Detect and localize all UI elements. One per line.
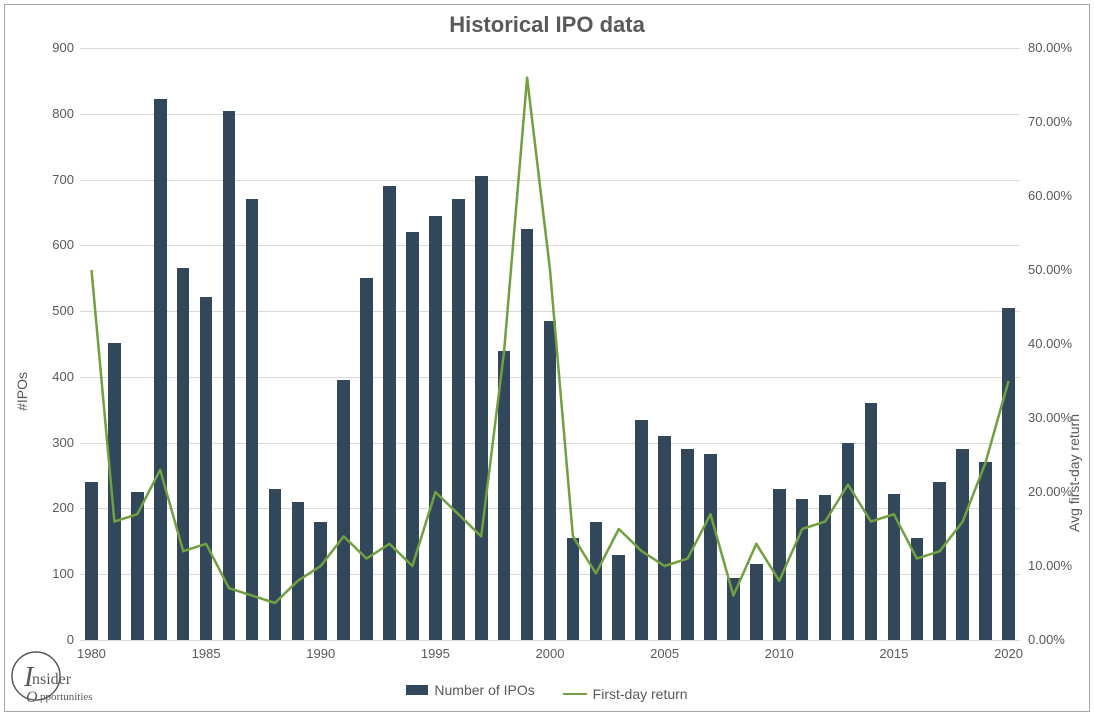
watermark-main: nsider bbox=[32, 671, 72, 688]
y-right-tick-label: 20.00% bbox=[1028, 484, 1072, 499]
y-left-tick-label: 400 bbox=[40, 369, 74, 384]
x-tick-label: 2010 bbox=[765, 646, 794, 661]
y-left-tick-label: 800 bbox=[40, 106, 74, 121]
y-right-tick-label: 10.00% bbox=[1028, 558, 1072, 573]
line-series bbox=[80, 48, 1020, 640]
y-right-tick-label: 0.00% bbox=[1028, 632, 1065, 647]
legend-swatch-line bbox=[563, 693, 587, 695]
y-right-tick-label: 30.00% bbox=[1028, 410, 1072, 425]
legend-item-bars: Number of IPOs bbox=[406, 682, 534, 698]
x-tick-label: 2005 bbox=[650, 646, 679, 661]
plot-area bbox=[80, 48, 1020, 640]
x-tick-label: 1995 bbox=[421, 646, 450, 661]
y-left-tick-label: 600 bbox=[40, 237, 74, 252]
x-tick-label: 2020 bbox=[994, 646, 1023, 661]
y-left-tick-label: 300 bbox=[40, 435, 74, 450]
x-tick-label: 1980 bbox=[77, 646, 106, 661]
y-right-tick-label: 80.00% bbox=[1028, 40, 1072, 55]
y-right-tick-label: 70.00% bbox=[1028, 114, 1072, 129]
y-left-axis-title: #IPOs bbox=[14, 372, 30, 411]
chart-title: Historical IPO data bbox=[0, 12, 1094, 38]
y-left-tick-label: 500 bbox=[40, 303, 74, 318]
y-left-tick-label: 700 bbox=[40, 172, 74, 187]
x-tick-label: 1990 bbox=[306, 646, 335, 661]
legend-swatch-bar bbox=[406, 685, 428, 695]
y-right-axis-title: Avg first-day return bbox=[1066, 414, 1082, 532]
y-right-tick-label: 40.00% bbox=[1028, 336, 1072, 351]
y-left-tick-label: 200 bbox=[40, 500, 74, 515]
watermark-sub: pportunities bbox=[40, 691, 93, 703]
gridline bbox=[80, 640, 1020, 641]
x-tick-label: 2000 bbox=[536, 646, 565, 661]
legend: Number of IPOs First-day return bbox=[0, 682, 1094, 702]
x-tick-label: 2015 bbox=[879, 646, 908, 661]
svg-text:O: O bbox=[26, 689, 38, 706]
y-right-tick-label: 50.00% bbox=[1028, 262, 1072, 277]
legend-label-line: First-day return bbox=[593, 686, 688, 702]
x-tick-label: 1985 bbox=[192, 646, 221, 661]
y-left-tick-label: 0 bbox=[40, 632, 74, 647]
y-left-tick-label: 900 bbox=[40, 40, 74, 55]
y-left-tick-label: 100 bbox=[40, 566, 74, 581]
y-right-tick-label: 60.00% bbox=[1028, 188, 1072, 203]
legend-item-line: First-day return bbox=[563, 686, 688, 702]
legend-label-bars: Number of IPOs bbox=[434, 682, 534, 698]
